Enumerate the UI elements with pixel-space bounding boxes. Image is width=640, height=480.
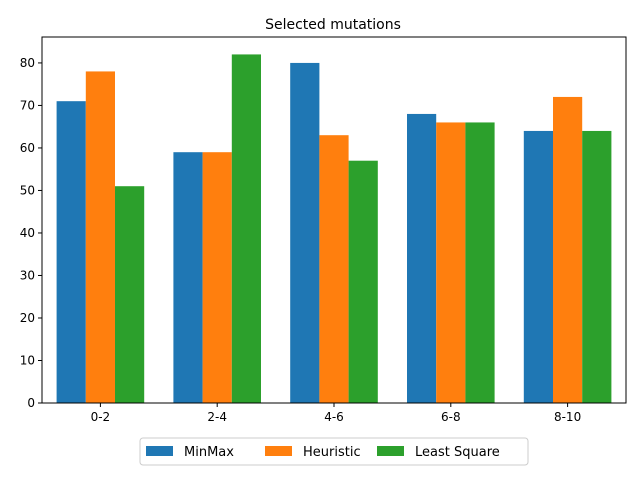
y-axis-ticks: 0 10 20 30 40 50 60 70 80 bbox=[20, 56, 42, 410]
bar-least-square-2-4 bbox=[231, 54, 261, 404]
legend: MinMax Heuristic Least Square bbox=[139, 437, 529, 466]
chart-title: Selected mutations bbox=[265, 17, 401, 33]
bar-heuristic-0-2 bbox=[85, 71, 115, 403]
y-tick-label: 30 bbox=[20, 268, 35, 282]
bar-heuristic-6-8 bbox=[436, 122, 466, 404]
y-tick-label: 10 bbox=[20, 353, 35, 367]
bar-minmax-2-4 bbox=[173, 152, 203, 403]
bar-minmax-4-6 bbox=[290, 62, 320, 404]
y-tick-label: 60 bbox=[20, 141, 35, 155]
y-tick-label: 80 bbox=[20, 56, 35, 70]
bar-minmax-8-10 bbox=[523, 130, 553, 403]
x-tick-label: 6-8 bbox=[441, 410, 461, 424]
y-tick-label: 40 bbox=[20, 226, 35, 240]
bar-minmax-6-8 bbox=[407, 113, 437, 403]
bar-heuristic-8-10 bbox=[553, 96, 583, 403]
x-tick-label: 8-10 bbox=[554, 410, 581, 424]
bar-heuristic-4-6 bbox=[319, 135, 349, 403]
y-tick-label: 50 bbox=[20, 183, 35, 197]
x-axis-ticks: 0-2 2-4 4-6 6-8 8-10 bbox=[91, 403, 581, 424]
legend-swatch bbox=[265, 446, 292, 456]
legend-label: Least Square bbox=[415, 445, 500, 460]
x-tick-label: 2-4 bbox=[207, 410, 227, 424]
legend-frame bbox=[139, 437, 529, 466]
x-tick-label: 0-2 bbox=[91, 410, 111, 424]
y-tick-label: 0 bbox=[27, 396, 35, 410]
bar-least-square-6-8 bbox=[465, 122, 495, 404]
y-tick-label: 20 bbox=[20, 311, 35, 325]
legend-swatch bbox=[377, 446, 404, 456]
bar-minmax-0-2 bbox=[56, 101, 86, 403]
legend-swatch bbox=[146, 446, 173, 456]
bar-least-square-0-2 bbox=[115, 186, 145, 403]
y-tick-label: 70 bbox=[20, 98, 35, 112]
legend-label: MinMax bbox=[184, 445, 234, 460]
x-tick-label: 4-6 bbox=[324, 410, 344, 424]
bar-heuristic-2-4 bbox=[202, 152, 232, 403]
bar-least-square-8-10 bbox=[582, 130, 612, 403]
bars-group bbox=[56, 54, 612, 404]
legend-label: Heuristic bbox=[303, 445, 361, 460]
bar-least-square-4-6 bbox=[348, 160, 378, 403]
